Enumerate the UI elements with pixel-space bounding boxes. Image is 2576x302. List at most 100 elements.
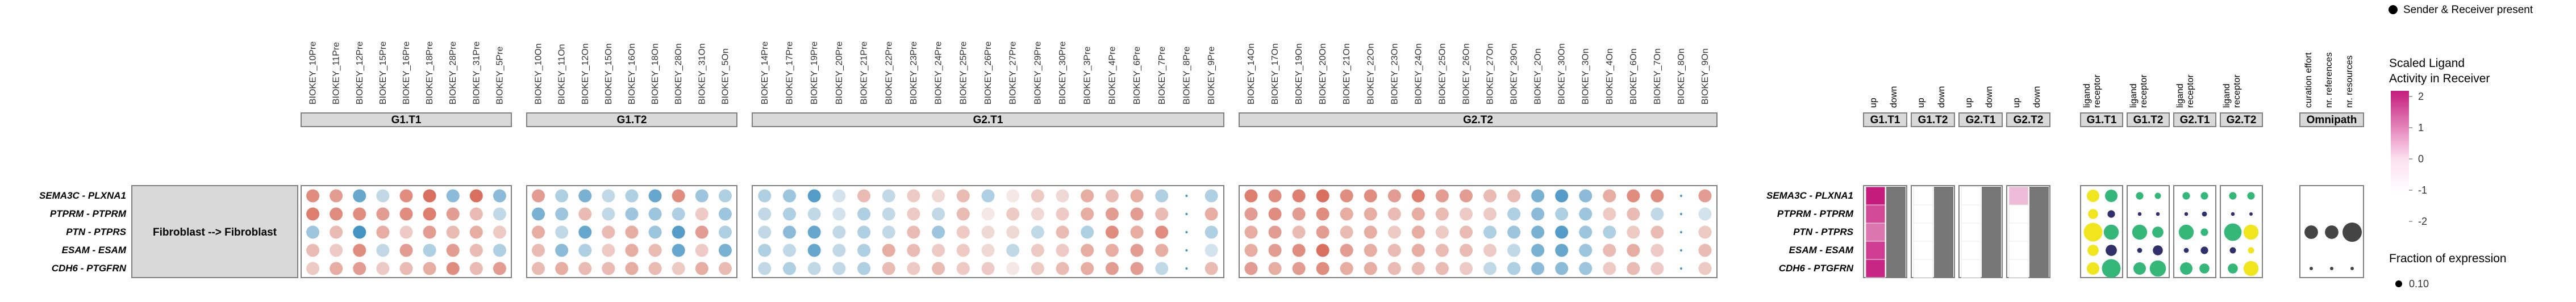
- expression-dot: [981, 244, 995, 257]
- colorbar-tick-label: 0: [2418, 153, 2424, 165]
- expression-dot: [1579, 225, 1593, 239]
- expression-dot: [1435, 225, 1449, 239]
- expression-dot: [1292, 207, 1306, 221]
- expression-dot: [306, 262, 320, 275]
- expression-dot: [423, 262, 436, 275]
- expression-dot: [907, 207, 920, 221]
- sender-receiver-label: Sender & Receiver present: [2403, 4, 2533, 16]
- activity-cell-up: [2008, 223, 2029, 242]
- activity-group-label: G1.T1: [1870, 114, 1900, 126]
- expression-dot: [1603, 225, 1616, 239]
- sample-label: BIOKEY_31Pre: [472, 41, 481, 104]
- activity-cell-down: [1934, 241, 1953, 259]
- expression-dot: [758, 244, 772, 257]
- sample-label: BIOKEY_27On: [1486, 43, 1495, 104]
- expression-dot: [423, 225, 436, 239]
- expression-dot: [555, 225, 569, 239]
- expression-dot: [1531, 225, 1545, 239]
- group-label: G1.T1: [391, 114, 422, 126]
- expression-dot: [807, 189, 821, 203]
- omnipath-dot: [2304, 225, 2318, 239]
- expression-dot: [932, 262, 945, 275]
- expression-dot: [1292, 225, 1306, 239]
- expression-dot: [981, 189, 995, 203]
- expression-dot: [1155, 207, 1169, 221]
- legend: Sender & Receiver present Scaled Ligand Ac…: [2389, 4, 2533, 290]
- expression-dot: [1387, 225, 1401, 239]
- sample-label: BIOKEY_7Pre: [1157, 47, 1167, 104]
- expression-dot: [1627, 225, 1640, 239]
- expression-dot: [718, 189, 732, 203]
- expression-dot: [956, 207, 970, 221]
- fraction-col-ligand: ligand: [2082, 83, 2092, 108]
- expression-dot: [1292, 189, 1306, 203]
- expression-dot: [330, 262, 343, 275]
- fraction-dot-receptor: [2243, 261, 2259, 276]
- expression-dot: [882, 244, 895, 257]
- omnipath-col-label: nr. resources: [2345, 56, 2354, 108]
- row-label-right: CDH6 - PTGFRN: [1779, 263, 1854, 274]
- sample-label: BIOKEY_9On: [1700, 48, 1710, 104]
- expression-dot: [1130, 225, 1144, 239]
- expression-dot: [1555, 244, 1569, 257]
- sample-label: BIOKEY_12Pre: [355, 41, 365, 104]
- expression-dot: [1056, 244, 1069, 257]
- expression-dot: [807, 225, 821, 239]
- expression-dot: [907, 225, 920, 239]
- expression-dot: [1483, 189, 1497, 203]
- sample-label: BIOKEY_26On: [1461, 43, 1471, 104]
- sample-label: BIOKEY_22Pre: [884, 41, 894, 104]
- fraction-dot-receptor: [2199, 263, 2210, 274]
- fraction-dot-receptor: [2247, 192, 2255, 200]
- expression-dot: [1603, 189, 1616, 203]
- fraction-dot-receptor: [2243, 224, 2259, 240]
- expression-dot: [1459, 262, 1473, 275]
- expression-dot: [1603, 207, 1616, 221]
- expression-dot: [555, 244, 569, 257]
- activity-cell-down: [2029, 241, 2049, 259]
- expression-dot: [1130, 207, 1144, 221]
- activity-cell-down: [2029, 259, 2049, 278]
- fraction-dot-receptor: [2106, 245, 2117, 256]
- activity-cell-up: [1961, 241, 1981, 260]
- activity-cell-down: [1934, 259, 1953, 278]
- sample-label: BIOKEY_23On: [1390, 43, 1399, 104]
- expression-dot: [932, 189, 945, 203]
- expression-dot: [648, 225, 662, 239]
- fraction-dot-ligand: [2229, 192, 2237, 200]
- row-label-left: SEMA3C - PLXNA1: [39, 190, 126, 201]
- sample-label: BIOKEY_12On: [581, 43, 590, 104]
- expression-dot: [1411, 262, 1425, 275]
- expression-dot: [1006, 225, 1020, 239]
- expression-dot: [857, 189, 871, 203]
- activity-cell-down: [1934, 187, 1953, 205]
- expression-dot-missing: [1679, 249, 1682, 251]
- expression-dot: [1316, 189, 1329, 203]
- colorbar-tick-label: -2: [2418, 216, 2427, 227]
- activity-cell-up: [1961, 223, 1981, 242]
- expression-dot: [956, 262, 970, 275]
- expression-dot: [1204, 244, 1218, 257]
- expression-dot: [306, 225, 320, 239]
- expression-dot: [423, 244, 436, 257]
- expression-dot: [446, 225, 460, 239]
- expression-dot: [1435, 262, 1449, 275]
- fraction-dot-ligand: [2087, 245, 2099, 256]
- expression-dot: [1579, 207, 1593, 221]
- expression-dot: [1483, 225, 1497, 239]
- expression-dot: [353, 262, 366, 275]
- expression-dot: [981, 207, 995, 221]
- expression-dot: [718, 207, 732, 221]
- expression-dot: [1268, 207, 1282, 221]
- sample-label: BIOKEY_30Pre: [1058, 41, 1068, 104]
- activity-cell-down: [1886, 205, 1906, 223]
- activity-cell-up: [2008, 259, 2029, 278]
- expression-dot: [1411, 189, 1425, 203]
- expression-dot: [1006, 244, 1020, 257]
- expression-dot: [1155, 225, 1169, 239]
- sample-label: BIOKEY_6On: [1629, 48, 1639, 104]
- expression-dot: [625, 225, 639, 239]
- expression-dot: [1056, 262, 1069, 275]
- expression-dot: [1364, 207, 1377, 221]
- expression-dot: [1627, 189, 1640, 203]
